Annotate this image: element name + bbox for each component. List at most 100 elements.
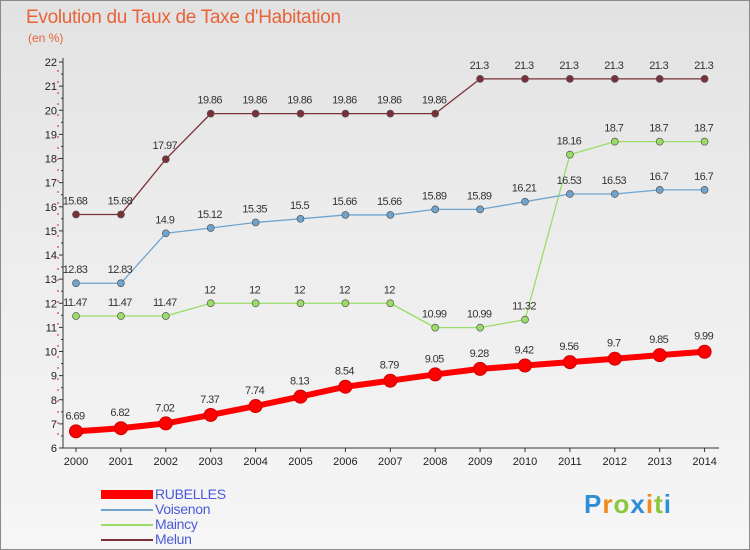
data-label: 9.42 [514,344,533,356]
data-point [386,109,395,118]
data-label: 15.5 [290,200,309,212]
data-label: 9.05 [425,353,444,365]
logo-letter: P [584,489,603,519]
x-tick-label: 2000 [64,456,88,468]
data-label: 9.56 [559,341,578,353]
data-point [521,315,529,324]
data-label: 15.68 [63,195,88,207]
data-point [251,299,260,308]
y-tick-label: 22 [45,57,57,69]
data-point [431,323,440,332]
legend-item-rubelles: RUBELLES [101,487,226,502]
y-tick-label: 19 [45,129,57,141]
logo-letter: o [613,489,631,519]
data-point [476,323,484,332]
data-point [341,109,350,118]
y-tick-label: 12 [45,298,57,310]
data-point [610,137,619,146]
data-point [296,109,305,118]
legend-label: RUBELLES [155,486,226,502]
data-point [338,379,353,394]
data-point [700,75,709,83]
data-point [293,389,308,404]
data-label: 21.3 [649,60,668,72]
data-point [431,109,440,118]
data-label: 19.86 [242,95,267,107]
proxiti-logo: Proxiti [584,489,672,520]
x-tick-label: 2014 [692,456,716,468]
data-point [518,358,532,373]
chart-title: Evolution du Taux de Taxe d'Habitation [26,7,341,28]
data-label: 6.69 [65,410,84,422]
data-point [203,407,218,422]
legend: RUBELLES Voisenon Maincy Melun [101,487,226,547]
data-label: 19.86 [197,95,222,107]
data-point [655,75,664,83]
data-point [161,229,170,238]
data-label: 8.54 [335,366,354,378]
data-label: 16.53 [557,175,582,187]
data-point [69,424,83,439]
x-tick-label: 2012 [603,456,627,468]
data-label: 8.13 [290,376,309,388]
data-label: 11.47 [108,297,132,309]
data-label: 12 [249,284,261,296]
legend-item-voisenon: Voisenon [101,502,226,517]
data-label: 11.32 [512,301,536,313]
data-point [158,416,173,431]
data-label: 12 [204,284,216,296]
data-label: 12 [339,284,351,296]
y-tick-label: 20 [45,105,57,117]
x-tick-label: 2002 [154,456,178,468]
data-label: 10.99 [422,309,447,321]
data-label: 7.02 [155,402,174,414]
x-tick-label: 2001 [109,456,133,468]
legend-label: Maincy [155,516,198,532]
y-tick-label: 21 [45,81,57,93]
data-point [652,348,667,363]
data-label: 15.68 [108,195,133,207]
x-tick-label: 2013 [647,456,671,468]
data-point [72,279,80,288]
y-tick-label: 13 [45,274,57,286]
legend-item-melun: Melun [101,532,226,547]
data-point [566,75,574,83]
data-point [296,299,305,308]
data-label: 19.86 [287,95,312,107]
data-point [610,190,619,198]
data-label: 11.47 [63,297,87,309]
data-label: 7.74 [245,385,264,397]
data-label: 15.89 [422,190,447,202]
data-point [248,399,263,414]
data-point [251,109,260,118]
y-tick-label: 18 [45,154,57,166]
data-point [566,190,574,198]
data-point [476,75,484,83]
y-tick-label: 11 [46,322,57,334]
x-tick-label: 2009 [468,456,492,468]
data-point [700,137,709,146]
y-tick-label: 10 [45,347,57,359]
data-label: 18.7 [649,123,668,135]
y-tick-label: 9 [51,371,57,383]
legend-swatch [101,490,153,499]
data-label: 19.86 [332,95,357,107]
data-label: 18.7 [604,123,623,135]
legend-swatch [101,523,153,526]
data-point [655,137,664,146]
logo-letter: x [630,489,646,519]
data-point [607,351,622,366]
data-label: 17.97 [153,140,178,152]
data-point [386,299,395,308]
data-label: 21.3 [694,60,713,72]
data-label: 8.79 [380,360,399,372]
data-label: 16.21 [512,183,537,195]
data-point [117,312,125,320]
data-label: 12.83 [63,264,88,276]
x-tick-label: 2007 [378,456,402,468]
data-point [117,210,125,219]
data-point [206,109,215,118]
x-tick-label: 2011 [558,456,582,468]
data-point [117,279,125,288]
